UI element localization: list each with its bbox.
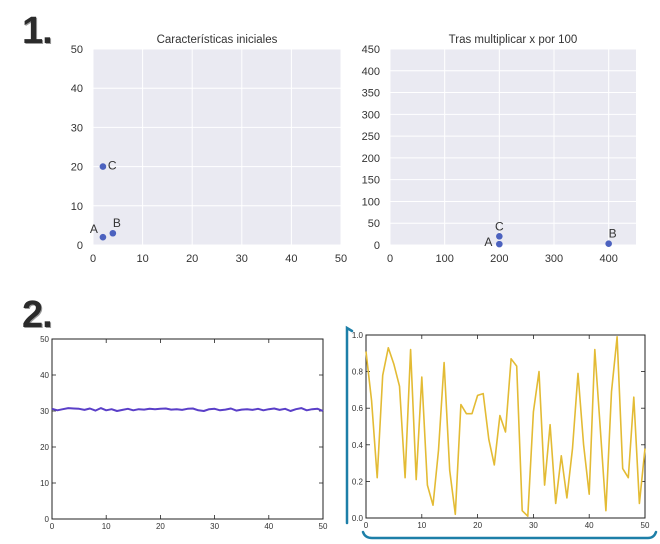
y-tick-label: 1.0 bbox=[352, 331, 364, 340]
x-tick-label: 50 bbox=[319, 522, 328, 531]
y-tick-label: 20 bbox=[40, 443, 49, 452]
scatter-point-C bbox=[99, 163, 107, 170]
x-tick-label: 30 bbox=[236, 253, 248, 265]
y-tick-label: 0 bbox=[374, 240, 380, 252]
x-tick-label: 10 bbox=[102, 522, 111, 531]
x-tick-label: 50 bbox=[335, 253, 347, 265]
x-tick-label: 200 bbox=[490, 253, 508, 265]
y-tick-label: 0.4 bbox=[352, 441, 364, 450]
point-label-C: C bbox=[495, 219, 504, 233]
y-tick-label: 450 bbox=[362, 44, 380, 56]
x-tick-label: 0 bbox=[364, 521, 369, 530]
plot-area-2 bbox=[390, 49, 636, 245]
y-tick-label: 0.8 bbox=[352, 368, 364, 377]
point-label-A: A bbox=[484, 235, 492, 249]
x-tick-label: 40 bbox=[285, 253, 297, 265]
y-tick-label: 10 bbox=[71, 201, 83, 213]
y-tick-label: 200 bbox=[362, 153, 380, 165]
series-line-4 bbox=[365, 335, 646, 518]
x-tick-label: 20 bbox=[473, 521, 482, 530]
y-tick-label: 10 bbox=[40, 479, 49, 488]
series-line-3 bbox=[51, 407, 324, 412]
bracket-left bbox=[345, 325, 354, 525]
y-tick-label: 30 bbox=[71, 122, 83, 134]
section-label-1: 1. bbox=[22, 10, 53, 52]
x-tick-label: 400 bbox=[599, 253, 617, 265]
y-tick-label: 40 bbox=[71, 83, 83, 95]
plot-area-3 bbox=[51, 338, 324, 520]
scatter-point-B bbox=[109, 229, 117, 237]
section-label-2: 2. bbox=[22, 294, 53, 336]
x-tick-label: 300 bbox=[545, 253, 563, 265]
y-tick-label: 0.0 bbox=[352, 514, 364, 523]
y-tick-label: 50 bbox=[368, 218, 380, 230]
x-tick-label: 20 bbox=[186, 253, 198, 265]
y-tick-label: 0.2 bbox=[352, 477, 364, 486]
point-label-B: B bbox=[609, 227, 617, 241]
plot-area-1 bbox=[93, 49, 341, 245]
x-tick-label: 0 bbox=[387, 253, 393, 265]
point-label-A: A bbox=[90, 222, 98, 236]
y-tick-label: 300 bbox=[362, 109, 380, 121]
point-label-B: B bbox=[113, 216, 121, 230]
y-tick-label: 150 bbox=[362, 175, 380, 187]
y-tick-label: 0 bbox=[77, 240, 83, 252]
y-tick-label: 0.6 bbox=[352, 404, 364, 413]
scatter-point-C bbox=[496, 232, 503, 240]
x-tick-label: 40 bbox=[585, 521, 594, 530]
y-tick-label: 100 bbox=[362, 196, 380, 208]
chart-title-1: Características iniciales bbox=[157, 34, 278, 46]
x-tick-label: 10 bbox=[417, 521, 426, 530]
y-tick-label: 50 bbox=[71, 44, 83, 56]
y-tick-label: 20 bbox=[71, 162, 83, 174]
scatter-point-A bbox=[99, 233, 107, 241]
chart-title-2: Tras multiplicar x por 100 bbox=[449, 34, 578, 46]
x-tick-label: 0 bbox=[90, 253, 96, 265]
y-tick-label: 250 bbox=[362, 131, 380, 143]
point-label-C: C bbox=[108, 159, 117, 173]
y-tick-label: 40 bbox=[40, 371, 49, 380]
x-tick-label: 0 bbox=[50, 522, 55, 531]
x-tick-label: 20 bbox=[156, 522, 165, 531]
x-tick-label: 40 bbox=[264, 522, 273, 531]
bracket-bottom bbox=[361, 530, 658, 540]
y-tick-label: 30 bbox=[40, 407, 49, 416]
x-tick-label: 50 bbox=[641, 521, 650, 530]
y-tick-label: 350 bbox=[362, 88, 380, 100]
scatter-point-A bbox=[496, 240, 503, 248]
x-tick-label: 100 bbox=[435, 253, 453, 265]
x-tick-label: 30 bbox=[210, 522, 219, 531]
y-tick-label: 400 bbox=[362, 66, 380, 78]
x-tick-label: 10 bbox=[136, 253, 148, 265]
y-tick-label: 0 bbox=[45, 515, 50, 524]
scatter-point-B bbox=[605, 240, 612, 247]
y-tick-label: 50 bbox=[40, 335, 49, 344]
x-tick-label: 30 bbox=[529, 521, 538, 530]
